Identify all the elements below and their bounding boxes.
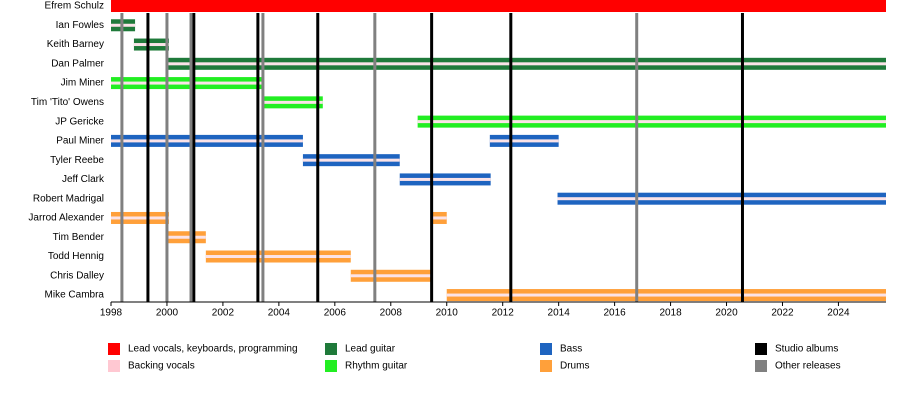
legend-label: Bass [560,344,582,355]
backing-vocals-stripe [399,177,491,181]
member-label: Chris Dalley [50,270,104,281]
legend-label: Studio albums [775,344,838,355]
x-tick-label: 2006 [324,308,347,319]
backing-vocals-stripe [350,274,432,278]
member-label: Tim 'Tito' Owens [31,97,104,108]
member-label: Keith Barney [47,39,104,50]
member-label: Jim Miner [61,78,105,89]
backing-vocals-stripe [205,255,351,259]
legend-swatch [540,360,552,372]
member-label: Mike Cambra [45,290,105,301]
x-tick-label: 2004 [268,308,291,319]
x-tick-label: 2014 [548,308,571,319]
x-tick-label: 2018 [659,308,682,319]
backing-vocals-stripe [111,216,169,220]
x-tick-label: 2000 [156,308,179,319]
backing-vocals-stripe [489,139,559,143]
legend-swatch [108,360,120,372]
legend-swatch [325,343,337,355]
legend-swatch [325,360,337,372]
backing-vocals-stripe [302,158,400,162]
backing-vocals-stripe [430,216,447,220]
member-label: Tyler Reebe [50,155,104,166]
x-tick-label: 2012 [492,308,515,319]
member-label: JP Gericke [55,116,104,127]
member-label: Paul Miner [56,136,104,147]
backing-vocals-stripe [168,62,886,66]
backing-vocals-stripe [417,120,886,124]
member-label: Dan Palmer [51,58,104,69]
member-label: Efrem Schulz [45,1,104,12]
backing-vocals-stripe [111,139,303,143]
member-label: Jeff Clark [62,174,105,185]
member-label: Jarrod Alexander [28,213,104,224]
legend-label: Rhythm guitar [345,361,408,372]
backing-vocals-stripe [133,43,169,47]
backing-vocals-stripe [557,197,886,201]
member-label: Tim Bender [53,232,105,243]
legend-label: Drums [560,361,589,372]
x-tick-label: 2022 [771,308,794,319]
member-span [111,0,886,12]
member-label: Robert Madrigal [33,193,104,204]
member-label: Todd Hennig [48,251,104,262]
x-tick-label: 1998 [100,308,123,319]
legend-swatch [755,360,767,372]
x-tick-label: 2024 [827,308,850,319]
backing-vocals-stripe [111,81,262,85]
legend-swatch [540,343,552,355]
legend-swatch [108,343,120,355]
backing-vocals-stripe [168,235,206,239]
backing-vocals-stripe [446,293,886,297]
legend-label: Lead guitar [345,344,396,355]
legend-label: Lead vocals, keyboards, programming [128,344,298,355]
member-label: Ian Fowles [56,20,104,31]
x-tick-label: 2016 [603,308,626,319]
legend-label: Backing vocals [128,361,195,372]
legend-label: Other releases [775,361,841,372]
x-tick-label: 2002 [212,308,235,319]
x-tick-label: 2008 [380,308,403,319]
backing-vocals-stripe [261,100,323,104]
x-tick-label: 2020 [715,308,738,319]
legend-swatch [755,343,767,355]
x-tick-label: 2010 [436,308,459,319]
